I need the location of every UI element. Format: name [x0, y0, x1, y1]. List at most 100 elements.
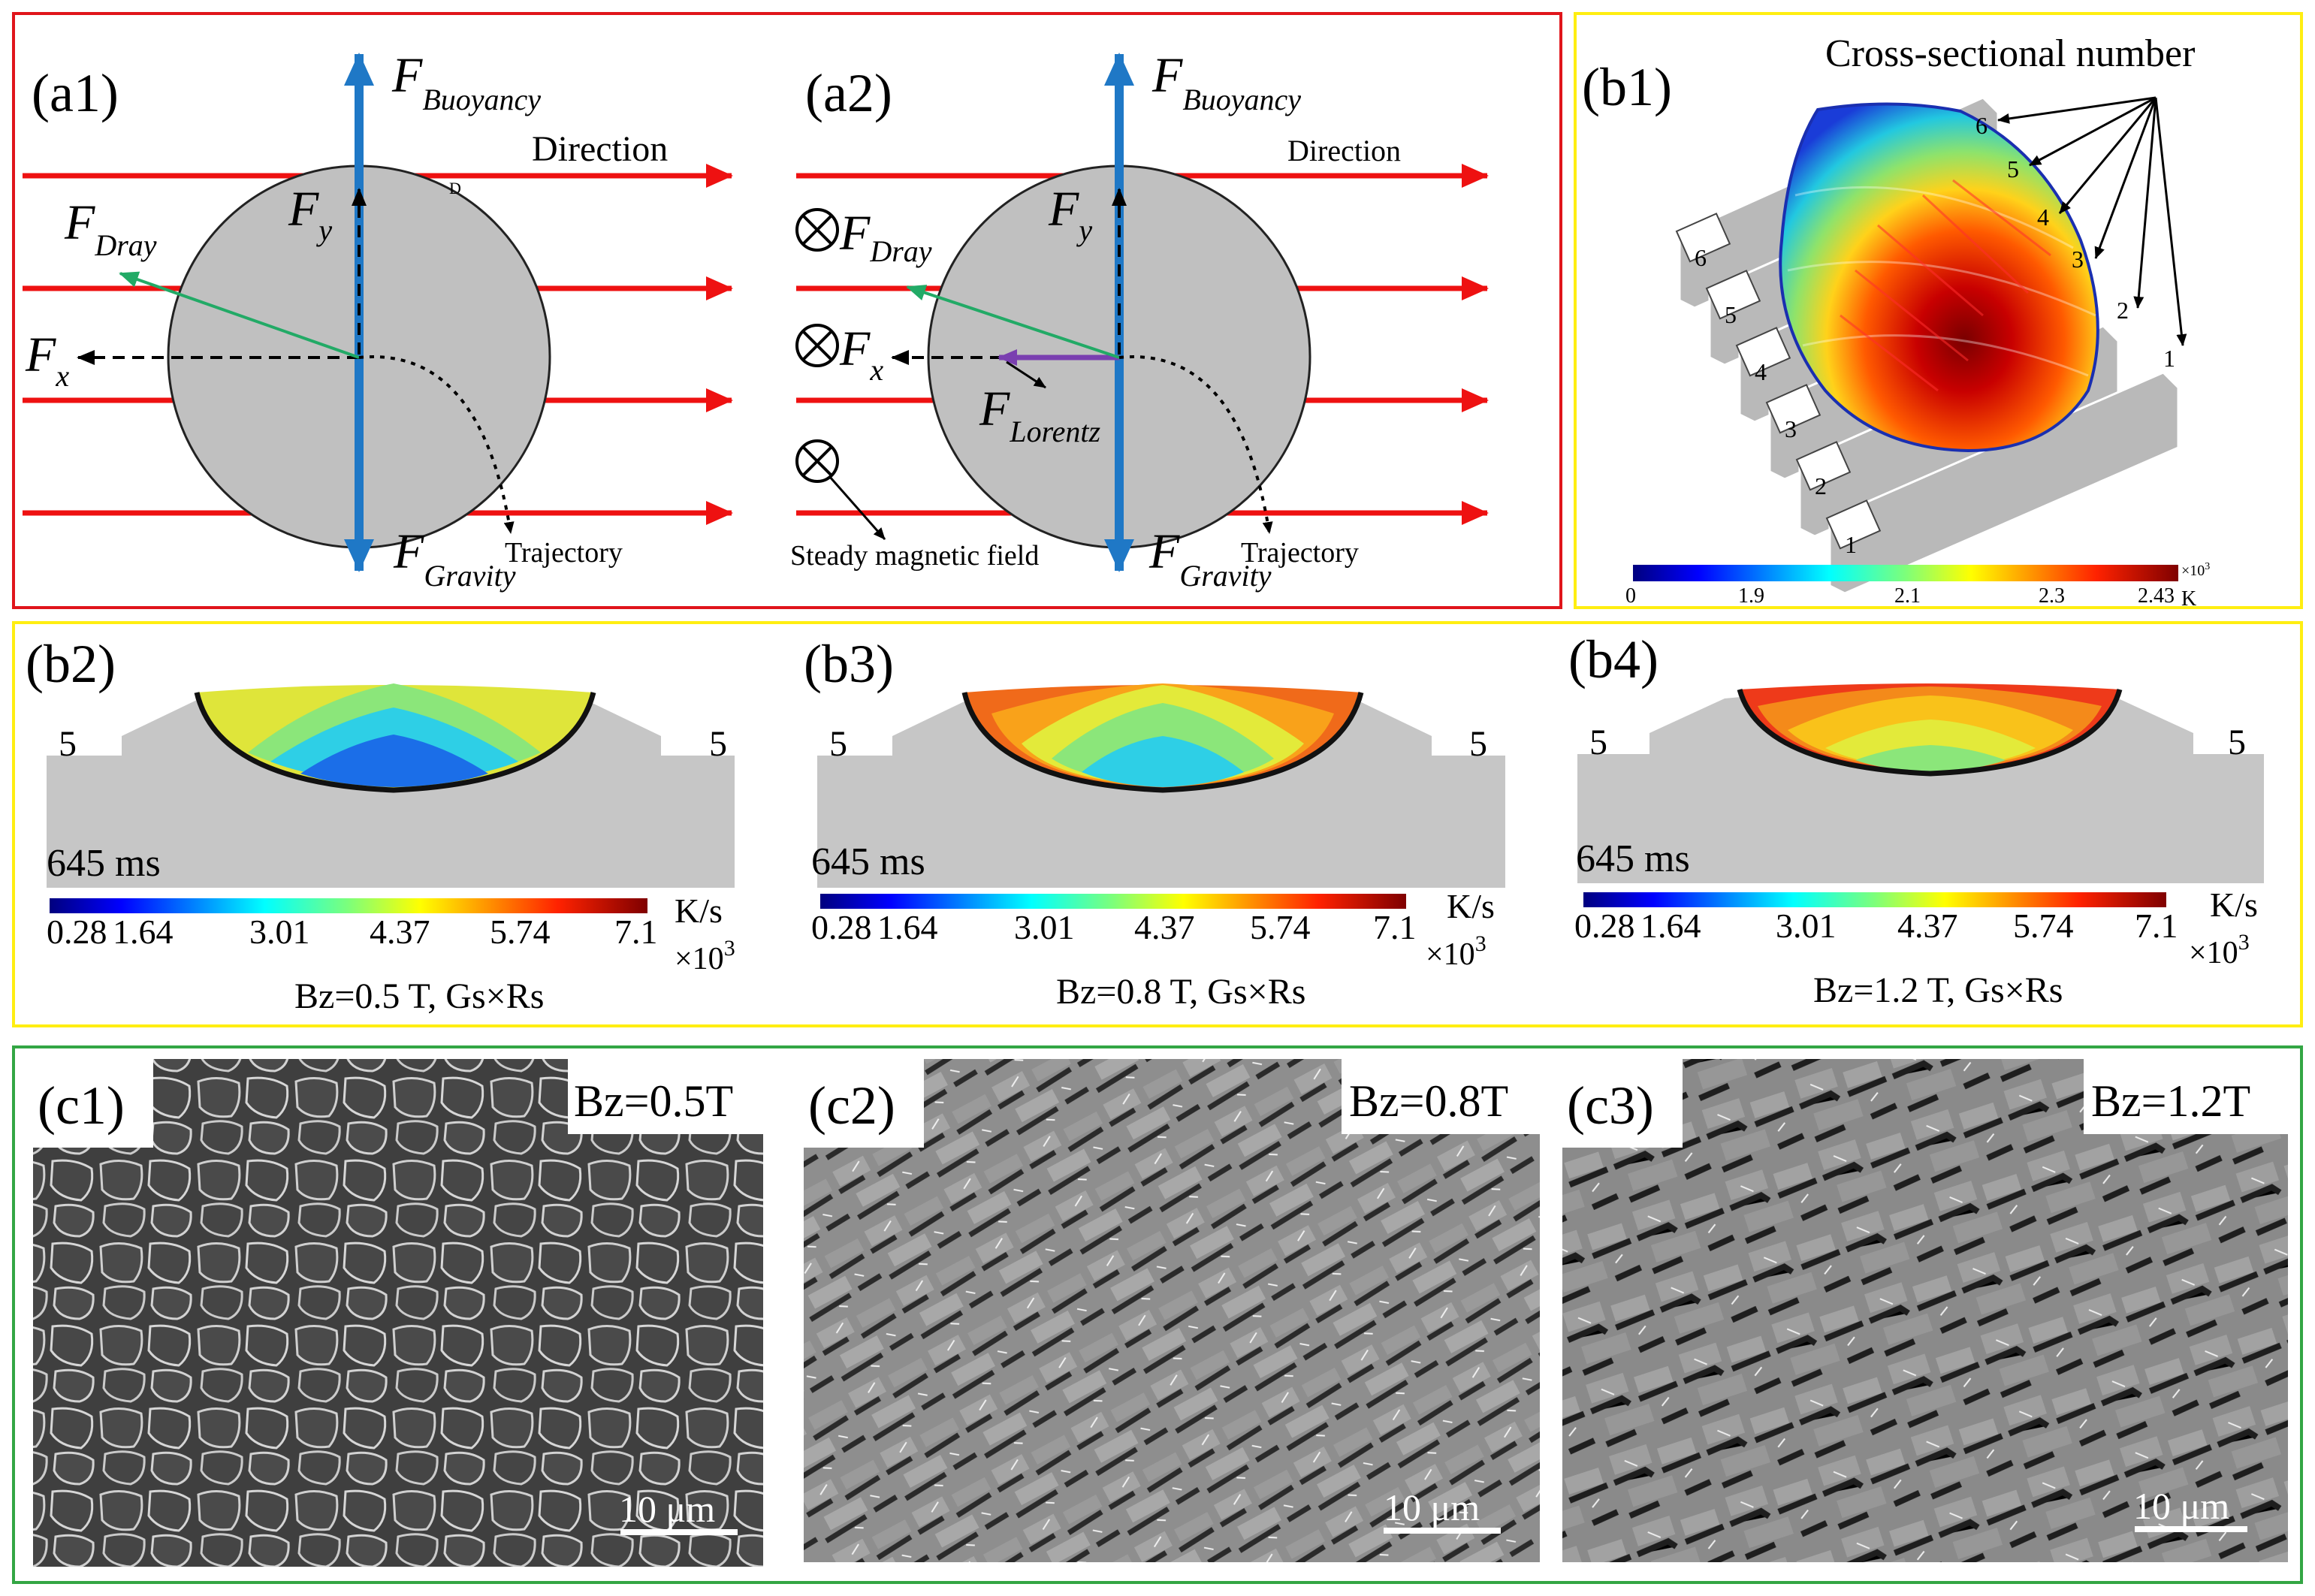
svg-text:7.1: 7.1	[614, 913, 658, 951]
svg-text:2.43: 2.43	[2138, 584, 2175, 608]
colorbar-b3	[820, 894, 1406, 909]
label-b1: (b1)	[1582, 57, 1672, 117]
caption-b4: Bz=1.2 T, Gs×Rs	[1813, 970, 2063, 1010]
trajectory-a1	[358, 355, 515, 534]
caption-b3: Bz=0.8 T, Gs×Rs	[1056, 972, 1305, 1012]
b1-pointer-arrows	[1997, 96, 2187, 346]
buoyancy-label-a1: FBuoyancy	[391, 48, 541, 116]
buoyancy-label-a2: FBuoyancy	[1151, 48, 1301, 116]
trajectory-a2	[1118, 355, 1273, 534]
frame-c	[12, 1045, 2303, 1584]
label-a1: (a1)	[32, 63, 119, 123]
svg-text:5: 5	[1725, 301, 1737, 328]
svg-text:6: 6	[1975, 112, 1988, 139]
svg-text:5.74: 5.74	[2013, 907, 2074, 945]
svg-text:3: 3	[1785, 415, 1797, 442]
drag-label-a2: FDray	[839, 206, 932, 268]
caption-b2: Bz=0.5 T, Gs×Rs	[294, 976, 544, 1016]
svg-text:0.28: 0.28	[811, 908, 872, 946]
svg-text:2: 2	[1815, 472, 1827, 499]
svg-text:3: 3	[2072, 246, 2084, 273]
svg-text:0.28: 0.28	[1574, 907, 1635, 945]
svg-text:1.64: 1.64	[1640, 907, 1701, 945]
svg-text:3.01: 3.01	[249, 913, 310, 951]
svg-text:4.37: 4.37	[1134, 908, 1195, 946]
lorentz-pointer-a2	[1006, 361, 1046, 389]
svg-text:1: 1	[2163, 345, 2175, 372]
melt-pool-contours-b3	[961, 683, 1364, 793]
fx-label-a2: Fx	[839, 321, 883, 387]
scale-label-c2: 10 μm	[1384, 1486, 1480, 1528]
field-box-c3	[2084, 1059, 2288, 1134]
svg-text:4.37: 4.37	[1897, 907, 1958, 945]
exp-b4: ×103	[2189, 930, 2250, 970]
svg-text:×103: ×103	[2181, 561, 2210, 579]
exp-b2: ×103	[675, 936, 735, 976]
drag-label-a1: FDray	[64, 195, 157, 262]
scale-label-c3: 10 μm	[2133, 1485, 2229, 1527]
panel-b4: (b4) 5 5 645 ms 0.28 1.64 3.01 4.37 5.74…	[1568, 629, 2264, 1010]
section-left-b2: 5	[59, 724, 77, 764]
label-c2: (c2)	[808, 1076, 895, 1136]
magnetic-field-symbols	[795, 208, 839, 483]
scale-bar-c2	[1384, 1528, 1501, 1534]
label-box-c1	[33, 1059, 153, 1148]
panel-c1: (c1) Bz=0.5T 10 μm	[33, 1059, 763, 1567]
panel-b3: (b3) 5 5 645 ms 0.28 1.64 3.01 4.37 5.74…	[804, 634, 1505, 1012]
colorbar-ticks-b3: 0.28 1.64 3.01 4.37 5.74 7.1	[811, 908, 1417, 946]
field-box-c2	[1342, 1059, 1540, 1134]
exp-b3: ×103	[1426, 931, 1486, 972]
svg-text:2.1: 2.1	[1894, 584, 1921, 608]
trajectory-label-a1: Trajectory	[505, 537, 623, 569]
frame-b1	[1574, 12, 2303, 609]
label-box-c3	[1562, 1059, 1683, 1148]
svg-text:3.01: 3.01	[1014, 908, 1075, 946]
section-number-tags-right: 6 5 4 3 2 1	[1975, 112, 2175, 372]
colorbar-ticks-b4: 0.28 1.64 3.01 4.37 5.74 7.1	[1574, 907, 2178, 945]
b1-colorbar: 0 1.9 2.1 2.3 2.43 ×103 K	[1625, 561, 2210, 611]
time-b4: 645 ms	[1576, 837, 1690, 880]
panel-b2: (b2) 5 5 645 ms 0.28 1.64 3.01 4.37 5.74…	[26, 634, 735, 1016]
micrograph-c3	[1562, 1059, 2288, 1562]
colorbar-b2	[50, 898, 647, 913]
frame-b	[12, 621, 2303, 1027]
svg-text:2.3: 2.3	[2039, 584, 2065, 608]
svg-text:1.9: 1.9	[1738, 584, 1764, 608]
unit-b3: K/s	[1447, 887, 1495, 925]
time-b3: 645 ms	[811, 840, 925, 883]
section-number-tags-left: 6 5 4 3 2 1	[1675, 213, 1882, 558]
svg-text:1.64: 1.64	[877, 908, 938, 946]
svg-text:6: 6	[1695, 244, 1707, 271]
label-b3: (b3)	[804, 634, 894, 694]
field-pointer-a2	[828, 475, 886, 540]
svg-text:5.74: 5.74	[490, 913, 551, 951]
panel-c3: (c3) Bz=1.2T 10 μm	[1562, 1059, 2288, 1562]
section-right-b2: 5	[709, 724, 727, 764]
colorbar-ticks-b2: 0.28 1.64 3.01 4.37 5.74 7.1	[47, 913, 658, 951]
substrate-b4	[1577, 689, 2264, 883]
label-box-c2	[804, 1059, 924, 1148]
section-right-b4: 5	[2228, 723, 2246, 762]
gravity-label-a1: FGravity	[393, 524, 516, 593]
panel-a2: (a2) FBuoyancy FGravity Fy Fx FDray FLor…	[790, 48, 1489, 593]
panel-b1: (b1) Cross-sectional number 6 5 4 3 2 1	[1582, 32, 2210, 611]
svg-text:4: 4	[2037, 204, 2049, 231]
colorbar-b4	[1583, 892, 2166, 907]
field-c1: Bz=0.5T	[574, 1076, 733, 1126]
scale-bar-c1	[620, 1529, 738, 1535]
direction-label-a2: Direction	[1287, 134, 1401, 167]
svg-text:0.28: 0.28	[47, 913, 107, 951]
label-c3: (c3)	[1567, 1076, 1654, 1136]
mark-a1: D	[449, 179, 461, 198]
svg-text:2: 2	[2117, 297, 2129, 324]
melt-pool-contours-b4	[1737, 683, 2123, 777]
section-left-b4: 5	[1589, 723, 1607, 762]
field-label-a2: Steady magnetic field	[790, 540, 1039, 572]
svg-text:1.64: 1.64	[113, 913, 174, 951]
lorentz-label-a2: FLorentz	[979, 382, 1101, 448]
gravity-label-a2: FGravity	[1148, 524, 1272, 593]
svg-text:0: 0	[1625, 584, 1636, 608]
frame-a	[12, 12, 1562, 609]
time-b2: 645 ms	[47, 842, 161, 885]
panel-a1: (a1) FBuoyancy FGravity Fy Fx FDray Dire…	[23, 48, 733, 593]
